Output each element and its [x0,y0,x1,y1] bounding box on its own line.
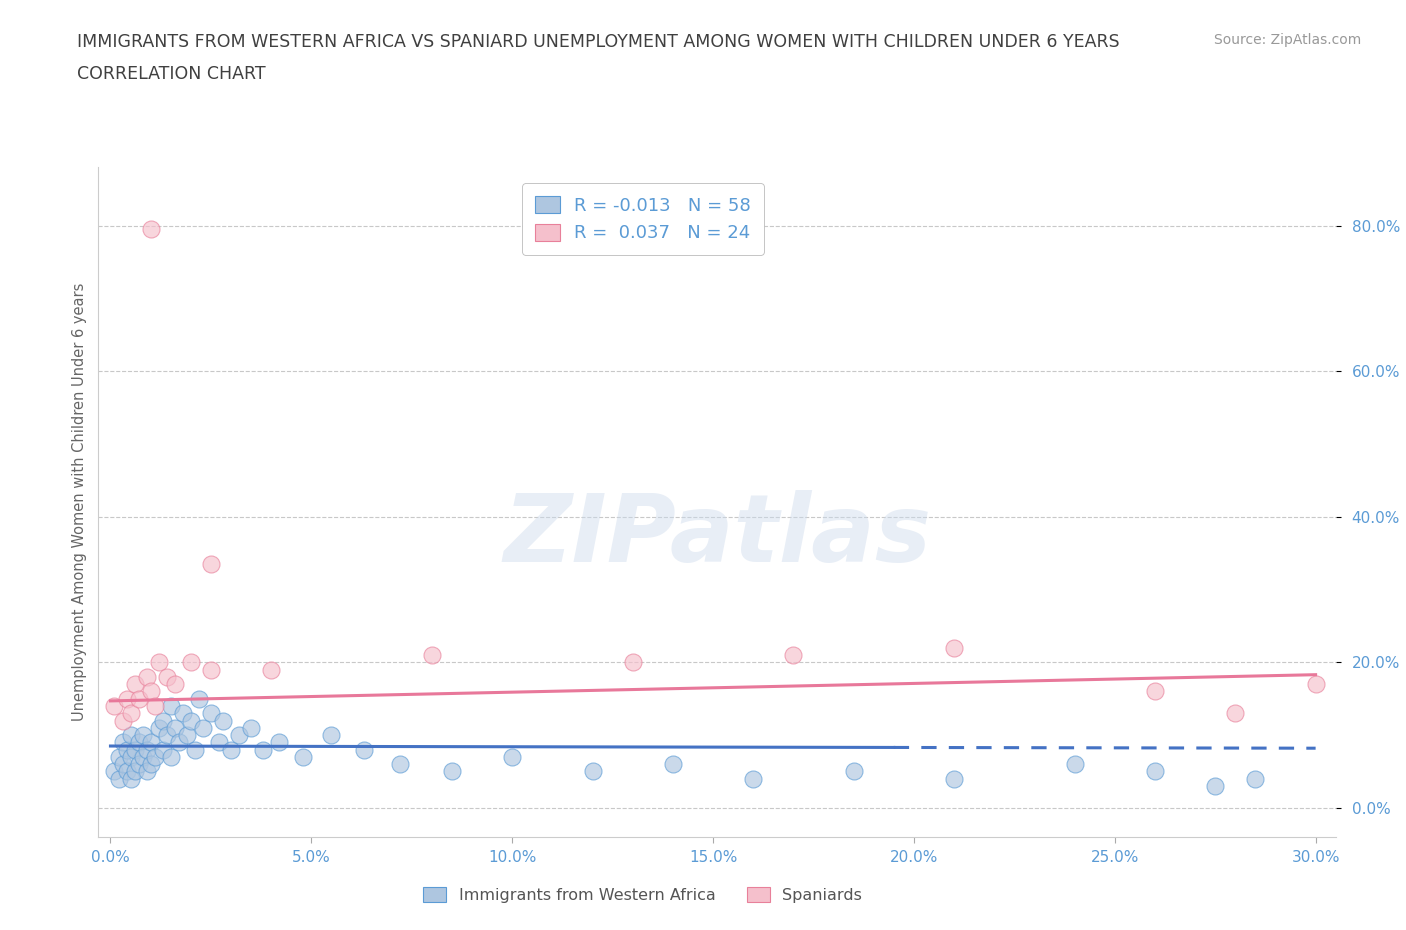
Point [139,735,162,750]
Point [107,750,129,764]
Point [662,757,685,772]
Text: Source: ZipAtlas.com: Source: ZipAtlas.com [1213,33,1361,46]
Point [120,727,142,742]
Point [420,647,443,662]
Point [128,691,150,706]
Point [167,735,190,750]
Point [292,750,315,764]
Point [139,222,162,237]
Point [115,742,138,757]
Point [139,684,162,698]
Point [228,727,250,742]
Point [269,735,291,750]
Point [103,764,125,779]
Point [124,742,146,757]
Point [111,713,134,728]
Point [156,670,179,684]
Point [782,647,804,662]
Point [1305,677,1327,692]
Point [581,764,603,779]
Point [252,742,274,757]
Point [200,706,222,721]
Point [131,727,153,742]
Point [219,742,242,757]
Point [742,771,765,786]
Point [842,764,865,779]
Point [240,721,263,736]
Point [139,757,162,772]
Point [321,727,343,742]
Point [111,757,134,772]
Point [120,706,142,721]
Point [501,750,523,764]
Point [440,764,463,779]
Point [200,557,222,572]
Legend: Immigrants from Western Africa, Spaniards: Immigrants from Western Africa, Spaniard… [418,881,869,910]
Point [621,655,644,670]
Point [159,750,181,764]
Point [187,691,209,706]
Point [148,655,170,670]
Point [135,742,157,757]
Text: CORRELATION CHART: CORRELATION CHART [77,65,266,83]
Point [943,641,966,656]
Text: ZIPatlas: ZIPatlas [503,490,931,581]
Text: IMMIGRANTS FROM WESTERN AFRICA VS SPANIARD UNEMPLOYMENT AMONG WOMEN WITH CHILDRE: IMMIGRANTS FROM WESTERN AFRICA VS SPANIA… [77,33,1121,50]
Point [163,677,186,692]
Point [1204,778,1226,793]
Point [148,721,170,736]
Point [128,735,150,750]
Point [191,721,214,736]
Point [120,771,142,786]
Point [1225,706,1247,721]
Point [124,677,146,692]
Point [184,742,207,757]
Point [111,735,134,750]
Point [159,698,181,713]
Point [180,713,202,728]
Point [176,727,198,742]
Point [163,721,186,736]
Point [208,735,231,750]
Point [180,655,202,670]
Point [128,757,150,772]
Point [212,713,235,728]
Point [152,713,174,728]
Point [115,764,138,779]
Point [143,750,166,764]
Point [1063,757,1085,772]
Point [120,750,142,764]
Point [103,698,125,713]
Point [152,742,174,757]
Point [107,771,129,786]
Point [115,691,138,706]
Point [172,706,194,721]
Point [260,662,283,677]
Y-axis label: Unemployment Among Women with Children Under 6 years: Unemployment Among Women with Children U… [72,283,87,722]
Point [135,764,157,779]
Point [388,757,411,772]
Point [943,771,966,786]
Point [124,764,146,779]
Point [1244,771,1267,786]
Point [143,698,166,713]
Point [135,670,157,684]
Point [200,662,222,677]
Point [156,727,179,742]
Point [1143,764,1166,779]
Point [353,742,375,757]
Point [1143,684,1166,698]
Point [131,750,153,764]
